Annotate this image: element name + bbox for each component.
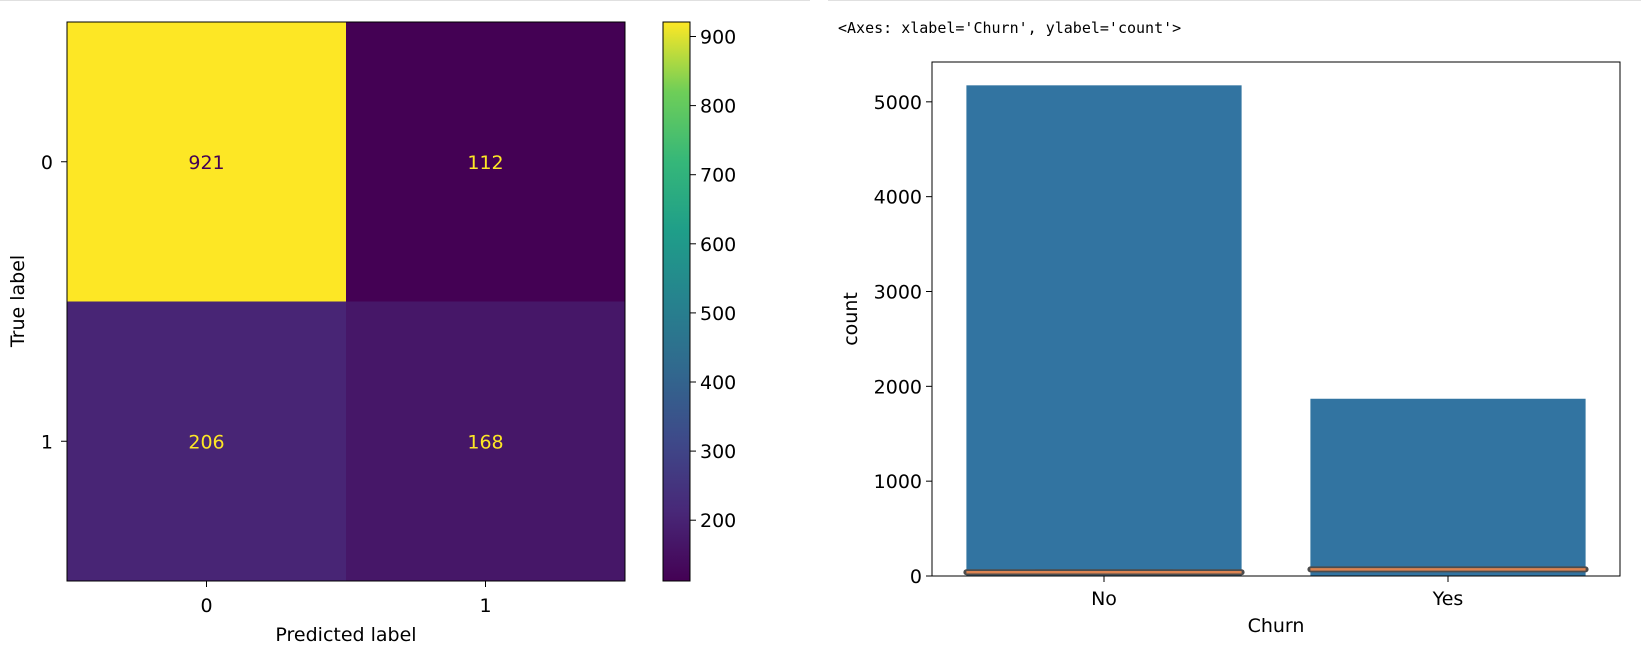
bar xyxy=(1310,398,1586,576)
bar-chart-xlabel: Churn xyxy=(1248,615,1305,637)
cell-divider-left xyxy=(0,0,810,1)
colorbar-tick-label: 700 xyxy=(700,165,736,187)
bar xyxy=(966,85,1242,576)
bar-chart-frame xyxy=(931,61,1621,577)
matrix-cell-label: 168 xyxy=(467,431,503,453)
colorbar: 200 300 400 500 600 700 800 900 xyxy=(662,21,736,582)
colorbar-tick-label: 600 xyxy=(700,234,736,256)
y-tick-label: 5000 xyxy=(874,92,922,114)
y-tick-label: 2000 xyxy=(874,376,922,398)
matrix-cell xyxy=(346,301,625,581)
axes-repr-output: <Axes: xlabel='Churn', ylabel='count'> xyxy=(838,19,1182,37)
confusion-matrix-xlabel: Predicted label xyxy=(275,624,416,646)
bar-chart-ylabel: count xyxy=(840,292,862,346)
cell-divider-right xyxy=(828,0,1641,1)
matrix-cell xyxy=(67,22,346,302)
x-tick-label: No xyxy=(1091,588,1117,610)
y-tick-label: 1 xyxy=(41,431,53,453)
matrix-cell-label: 112 xyxy=(467,152,503,174)
matrix-cell-label: 206 xyxy=(188,431,224,453)
y-tick-label: 4000 xyxy=(874,187,922,209)
x-tick-label: 0 xyxy=(200,595,212,617)
y-tick-label: 3000 xyxy=(874,281,922,303)
colorbar-tick-label: 300 xyxy=(700,441,736,463)
colorbar-tick-label: 500 xyxy=(700,303,736,325)
churn-bar-chart: No Yes 0 1000 2000 3000 4000 5000 Churn count xyxy=(840,61,1621,637)
matrix-cell xyxy=(346,22,625,302)
colorbar-tick-label: 900 xyxy=(700,27,736,49)
y-tick-label: 1000 xyxy=(874,471,922,493)
colorbar-tick-label: 400 xyxy=(700,372,736,394)
confusion-matrix-ylabel: True label xyxy=(7,255,29,348)
colorbar-tick-label: 200 xyxy=(700,510,736,532)
matrix-cell xyxy=(67,301,346,581)
colorbar-gradient xyxy=(663,22,690,581)
x-tick-label: Yes xyxy=(1432,588,1464,610)
colorbar-frame xyxy=(662,21,691,582)
x-tick-label: 1 xyxy=(479,595,491,617)
confusion-matrix: 921 112 206 168 0 1 0 1 Predicted label True l… xyxy=(7,21,626,646)
y-tick-label: 0 xyxy=(41,152,53,174)
y-tick-label: 0 xyxy=(910,566,922,588)
colorbar-tick-label: 800 xyxy=(700,96,736,118)
confusion-matrix-frame xyxy=(66,21,626,582)
matrix-cell-label: 921 xyxy=(188,152,224,174)
